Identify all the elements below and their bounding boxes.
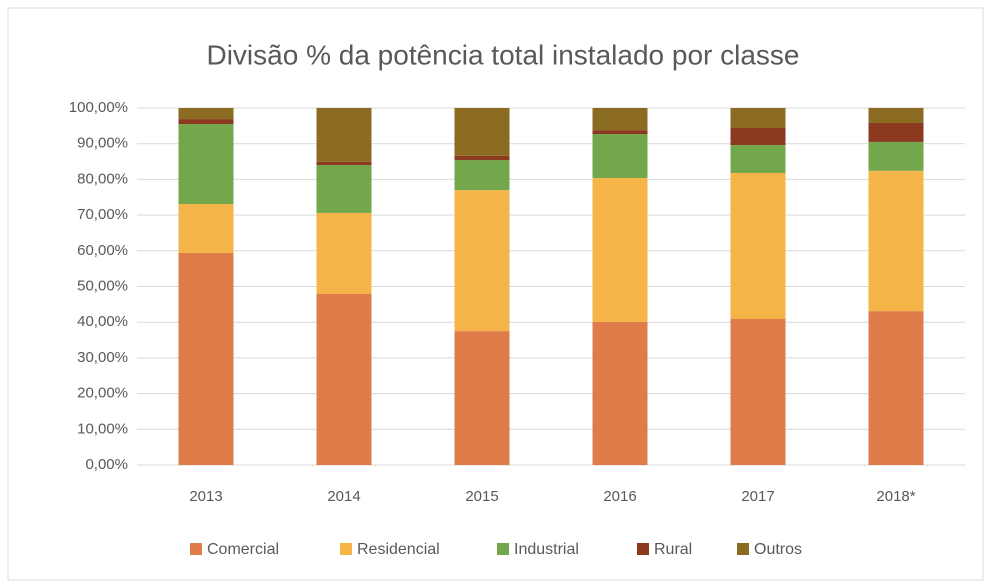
bar-segment — [178, 108, 234, 120]
x-tick-label: 2017 — [741, 488, 774, 505]
y-tick-label: 40,00% — [77, 313, 128, 330]
bar-segment — [730, 318, 786, 465]
bar-segment — [316, 165, 372, 213]
bar-segment — [316, 293, 372, 465]
bar-segment — [592, 134, 648, 178]
bar-segment — [316, 108, 372, 162]
x-tick-label: 2013 — [189, 488, 222, 505]
x-tick-label: 2016 — [603, 488, 636, 505]
bar-segment — [316, 161, 372, 166]
bar-segment — [868, 122, 924, 142]
bar-segment — [454, 160, 510, 191]
bar-segment — [868, 311, 924, 465]
y-tick-label: 30,00% — [77, 349, 128, 366]
bar-segment — [454, 155, 510, 161]
bar-segment — [592, 321, 648, 465]
legend-swatch — [190, 543, 202, 555]
bar-segment — [730, 172, 786, 319]
x-tick-label: 2018* — [876, 488, 915, 505]
legend-label: Rural — [654, 541, 692, 558]
bar-segment — [454, 108, 510, 156]
legend-swatch — [340, 543, 352, 555]
y-tick-label: 20,00% — [77, 385, 128, 402]
legend-label: Residencial — [357, 541, 440, 558]
y-tick-label: 10,00% — [77, 420, 128, 437]
bar-segment — [454, 190, 510, 332]
bar-segment — [730, 108, 786, 128]
legend-label: Comercial — [207, 541, 279, 558]
x-tick-label: 2014 — [327, 488, 360, 505]
bar-segment — [730, 145, 786, 173]
y-tick-label: 90,00% — [77, 135, 128, 152]
bar-segment — [592, 177, 648, 322]
bar-segment — [868, 108, 924, 123]
x-tick-label: 2015 — [465, 488, 498, 505]
bar-segment — [454, 331, 510, 465]
y-tick-label: 50,00% — [77, 277, 128, 294]
y-tick-label: 60,00% — [77, 242, 128, 259]
bar-segment — [592, 108, 648, 131]
y-tick-label: 100,00% — [69, 99, 128, 116]
legend-swatch — [737, 543, 749, 555]
bar-segment — [316, 212, 372, 294]
bar-segment — [178, 252, 234, 465]
bar-segment — [868, 170, 924, 312]
y-tick-label: 70,00% — [77, 206, 128, 223]
legend-label: Industrial — [514, 541, 579, 558]
bar-segment — [178, 119, 234, 125]
legend-swatch — [637, 543, 649, 555]
legend-swatch — [497, 543, 509, 555]
bar-segment — [730, 127, 786, 146]
y-tick-label: 80,00% — [77, 170, 128, 187]
bar-segment — [178, 204, 234, 253]
chart-title: Divisão % da potência total instalado po… — [206, 39, 799, 70]
bar-segment — [868, 141, 924, 171]
bar-segment — [178, 124, 234, 205]
legend-label: Outros — [754, 541, 802, 558]
bar-segment — [592, 130, 648, 135]
y-tick-label: 0,00% — [85, 456, 128, 473]
